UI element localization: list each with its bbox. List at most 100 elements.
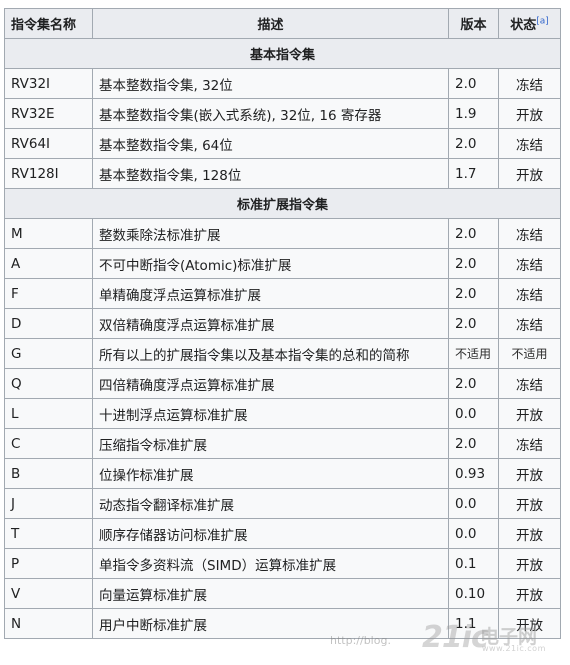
header-row: 指令集名称 描述 版本 状态[a] (4, 8, 561, 39)
table-row: RV32I 基本整数指令集, 32位 2.0 冻结 (4, 68, 561, 99)
isa-description-cell: 基本整数指令集, 128位 (92, 158, 449, 189)
isa-status-cell: 开放 (498, 98, 561, 129)
table-row: P 单指令多资料流（SIMD）运算标准扩展 0.1 开放 (4, 548, 561, 579)
isa-description-cell: 所有以上的扩展指令集以及基本指令集的总和的简称 (92, 338, 449, 369)
isa-version-cell: 0.0 (448, 518, 499, 549)
isa-description-cell: 基本整数指令集, 64位 (92, 128, 449, 159)
isa-description-cell: 十进制浮点运算标准扩展 (92, 398, 449, 429)
section-title: 标准扩展指令集 (4, 188, 561, 219)
isa-status-cell: 开放 (498, 518, 561, 549)
isa-name-cell: RV64I (4, 128, 93, 159)
isa-description-cell: 向量运算标准扩展 (92, 578, 449, 609)
header-status: 状态[a] (498, 8, 561, 39)
isa-status-cell: 不适用 (498, 338, 561, 369)
isa-version-cell: 2.0 (448, 68, 499, 99)
isa-name-cell: G (4, 338, 93, 369)
isa-status-cell: 冻结 (498, 368, 561, 399)
table-row: L 十进制浮点运算标准扩展 0.0 开放 (4, 398, 561, 429)
table-row: T 顺序存储器访问标准扩展 0.0 开放 (4, 518, 561, 549)
isa-status-cell: 开放 (498, 578, 561, 609)
isa-status-cell: 开放 (498, 488, 561, 519)
isa-version-cell: 2.0 (448, 248, 499, 279)
isa-name-cell: RV32I (4, 68, 93, 99)
isa-name-cell: Q (4, 368, 93, 399)
table-row: D 双倍精确度浮点运算标准扩展 2.0 冻结 (4, 308, 561, 339)
isa-version-cell: 2.0 (448, 128, 499, 159)
isa-version-cell: 0.0 (448, 398, 499, 429)
isa-version-cell: 2.0 (448, 218, 499, 249)
isa-description-cell: 顺序存储器访问标准扩展 (92, 518, 449, 549)
isa-status-cell: 冻结 (498, 218, 561, 249)
section-title: 基本指令集 (4, 38, 561, 69)
isa-version-cell: 不适用 (448, 338, 499, 369)
table-row: M 整数乘除法标准扩展 2.0 冻结 (4, 218, 561, 249)
isa-description-cell: 压缩指令标准扩展 (92, 428, 449, 459)
isa-description-cell: 不可中断指令(Atomic)标准扩展 (92, 248, 449, 279)
section-header-row: 标准扩展指令集 (4, 188, 561, 219)
isa-version-cell: 1.9 (448, 98, 499, 129)
header-name: 指令集名称 (4, 8, 93, 39)
isa-version-cell: 2.0 (448, 368, 499, 399)
isa-status-cell: 冻结 (498, 428, 561, 459)
isa-status-cell: 开放 (498, 608, 561, 639)
header-version: 版本 (448, 8, 499, 39)
isa-version-cell: 0.10 (448, 578, 499, 609)
isa-name-cell: L (4, 398, 93, 429)
table-row: RV64I 基本整数指令集, 64位 2.0 冻结 (4, 128, 561, 159)
table-row: A 不可中断指令(Atomic)标准扩展 2.0 冻结 (4, 248, 561, 279)
status-footnote-link[interactable]: [a] (536, 16, 549, 27)
section-header-row: 基本指令集 (4, 38, 561, 69)
isa-name-cell: J (4, 488, 93, 519)
isa-description-cell: 位操作标准扩展 (92, 458, 449, 489)
table-row: RV128I 基本整数指令集, 128位 1.7 开放 (4, 158, 561, 189)
isa-version-cell: 2.0 (448, 308, 499, 339)
header-desc: 描述 (92, 8, 449, 39)
table-row: C 压缩指令标准扩展 2.0 冻结 (4, 428, 561, 459)
table-row: B 位操作标准扩展 0.93 开放 (4, 458, 561, 489)
isa-version-cell: 2.0 (448, 428, 499, 459)
isa-description-cell: 四倍精确度浮点运算标准扩展 (92, 368, 449, 399)
isa-table: 指令集名称 描述 版本 状态[a] 基本指令集 RV32I 基本整数指令集, 32位… (4, 8, 561, 639)
table-row: Q 四倍精确度浮点运算标准扩展 2.0 冻结 (4, 368, 561, 399)
isa-status-cell: 冻结 (498, 308, 561, 339)
table-body: 基本指令集 RV32I 基本整数指令集, 32位 2.0 冻结 RV32E 基本整数指令集(… (4, 38, 561, 639)
isa-status-cell: 开放 (498, 158, 561, 189)
isa-version-cell: 1.1 (448, 608, 499, 639)
table-row: F 单精确度浮点运算标准扩展 2.0 冻结 (4, 278, 561, 309)
isa-status-cell: 开放 (498, 548, 561, 579)
isa-name-cell: T (4, 518, 93, 549)
isa-version-cell: 0.1 (448, 548, 499, 579)
table-row: G 所有以上的扩展指令集以及基本指令集的总和的简称 不适用 不适用 (4, 338, 561, 369)
table-row: J 动态指令翻译标准扩展 0.0 开放 (4, 488, 561, 519)
isa-version-cell: 0.0 (448, 488, 499, 519)
isa-name-cell: C (4, 428, 93, 459)
isa-description-cell: 整数乘除法标准扩展 (92, 218, 449, 249)
table-row: V 向量运算标准扩展 0.10 开放 (4, 578, 561, 609)
table-row: RV32E 基本整数指令集(嵌入式系统), 32位, 16 寄存器 1.9 开放 (4, 98, 561, 129)
isa-version-cell: 0.93 (448, 458, 499, 489)
isa-description-cell: 基本整数指令集(嵌入式系统), 32位, 16 寄存器 (92, 98, 449, 129)
isa-status-cell: 冻结 (498, 248, 561, 279)
isa-status-cell: 冻结 (498, 128, 561, 159)
isa-name-cell: V (4, 578, 93, 609)
isa-name-cell: F (4, 278, 93, 309)
isa-status-cell: 冻结 (498, 278, 561, 309)
header-status-label: 状态 (510, 18, 537, 33)
isa-name-cell: A (4, 248, 93, 279)
isa-name-cell: B (4, 458, 93, 489)
isa-description-cell: 动态指令翻译标准扩展 (92, 488, 449, 519)
isa-description-cell: 用户中断标准扩展 (92, 608, 449, 639)
table-row: N 用户中断标准扩展 1.1 开放 (4, 608, 561, 639)
isa-description-cell: 双倍精确度浮点运算标准扩展 (92, 308, 449, 339)
isa-description-cell: 单精确度浮点运算标准扩展 (92, 278, 449, 309)
isa-name-cell: P (4, 548, 93, 579)
isa-version-cell: 1.7 (448, 158, 499, 189)
isa-status-cell: 开放 (498, 398, 561, 429)
isa-version-cell: 2.0 (448, 278, 499, 309)
isa-description-cell: 单指令多资料流（SIMD）运算标准扩展 (92, 548, 449, 579)
isa-name-cell: N (4, 608, 93, 639)
isa-name-cell: M (4, 218, 93, 249)
isa-description-cell: 基本整数指令集, 32位 (92, 68, 449, 99)
isa-status-cell: 冻结 (498, 68, 561, 99)
